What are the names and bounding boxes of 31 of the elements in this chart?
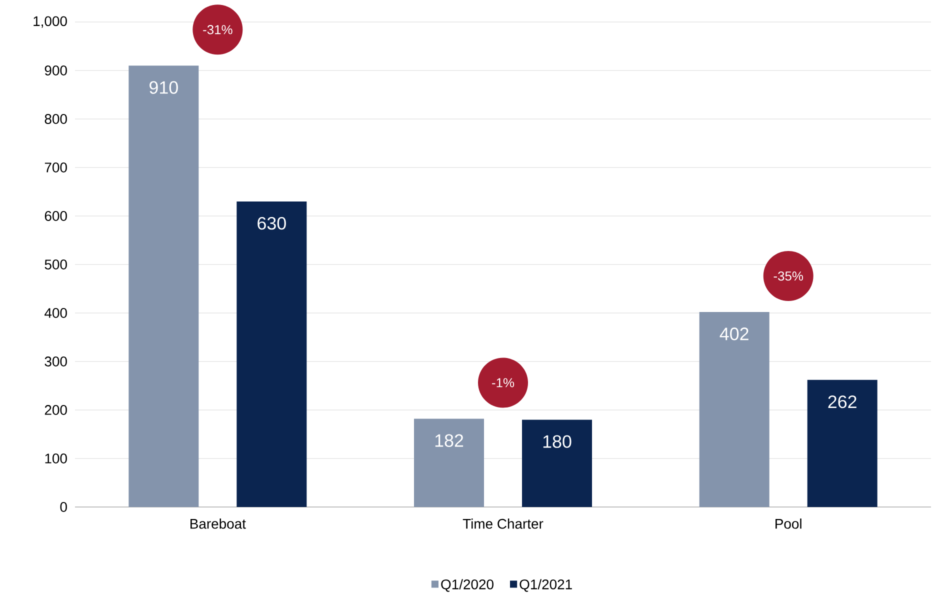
- y-tick-label: 500: [44, 260, 67, 270]
- bar: [522, 420, 592, 507]
- bar: [236, 201, 307, 507]
- y-tick-label: 1,000: [34, 16, 67, 28]
- annotation: -31%: [203, 25, 232, 34]
- x-tick-label: Time Charter: [462, 518, 544, 529]
- bar: [807, 380, 878, 507]
- y-tick-label: 100: [45, 454, 67, 464]
- x-tick-label: Pool: [776, 518, 802, 529]
- legend-label: Q1/2021: [520, 579, 572, 592]
- bar: [414, 418, 484, 507]
- legend-label: Q1/2020: [441, 579, 494, 592]
- y-tick-label: 900: [44, 66, 67, 76]
- y-tick-label: 700: [44, 162, 67, 172]
- bar: [699, 312, 770, 507]
- bar: [128, 66, 199, 507]
- x-tick-label: Bareboat: [190, 518, 246, 529]
- y-tick-label: 800: [44, 114, 67, 124]
- data-label: 910: [150, 81, 178, 94]
- y-tick-label: 600: [44, 211, 67, 221]
- annotation: -35%: [774, 271, 803, 281]
- data-label: 180: [543, 435, 572, 448]
- data-label: 402: [720, 328, 748, 340]
- y-tick-label: 200: [44, 405, 67, 415]
- data-label: 182: [435, 434, 464, 447]
- data-label: 630: [258, 216, 286, 230]
- data-label: 262: [828, 395, 856, 408]
- y-tick-label: 400: [44, 308, 67, 318]
- y-tick-label: 300: [44, 356, 67, 366]
- y-tick-label: 0: [60, 502, 67, 512]
- annotation: -1%: [492, 378, 514, 388]
